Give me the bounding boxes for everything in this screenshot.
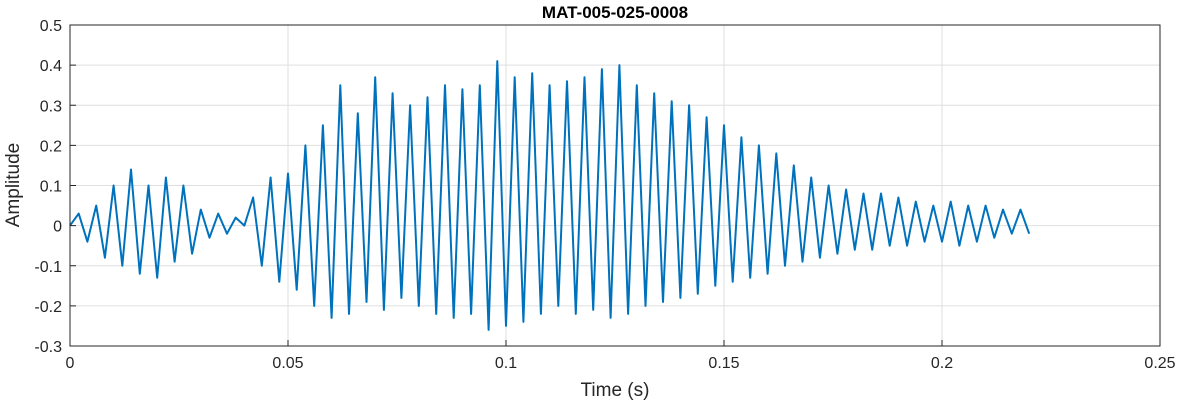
y-tick-label: -0.3 bbox=[34, 339, 62, 356]
y-tick-label: 0.2 bbox=[40, 138, 62, 155]
x-tick-label: 0.2 bbox=[931, 355, 953, 372]
series-layer bbox=[69, 60, 1031, 331]
y-tick-label: -0.2 bbox=[34, 299, 62, 316]
x-tick-label: 0 bbox=[66, 355, 75, 372]
x-axis-label: Time (s) bbox=[581, 380, 650, 401]
y-tick-label: 0 bbox=[53, 219, 62, 236]
tick-layer: 0 0.05 0.1 0.15 0.2 0.25 -0.3 -0.2 -0.1 0 0.1 0.2 0.… bbox=[34, 18, 1175, 372]
waveform-line bbox=[69, 60, 1031, 331]
y-tick-label: 0.5 bbox=[40, 18, 62, 35]
y-tick-label: 0.4 bbox=[40, 58, 62, 75]
y-tick-label: -0.1 bbox=[34, 259, 62, 276]
x-tick-label: 0.25 bbox=[1144, 355, 1175, 372]
x-tick-label: 0.15 bbox=[708, 355, 739, 372]
x-tick-label: 0.1 bbox=[495, 355, 517, 372]
y-tick-label: 0.3 bbox=[40, 98, 62, 115]
x-tick-label: 0.05 bbox=[272, 355, 303, 372]
y-tick-label: 0.1 bbox=[40, 179, 62, 196]
y-axis-label: Amplitude bbox=[3, 143, 24, 228]
chart-title: MAT-005-025-0008 bbox=[542, 3, 688, 22]
